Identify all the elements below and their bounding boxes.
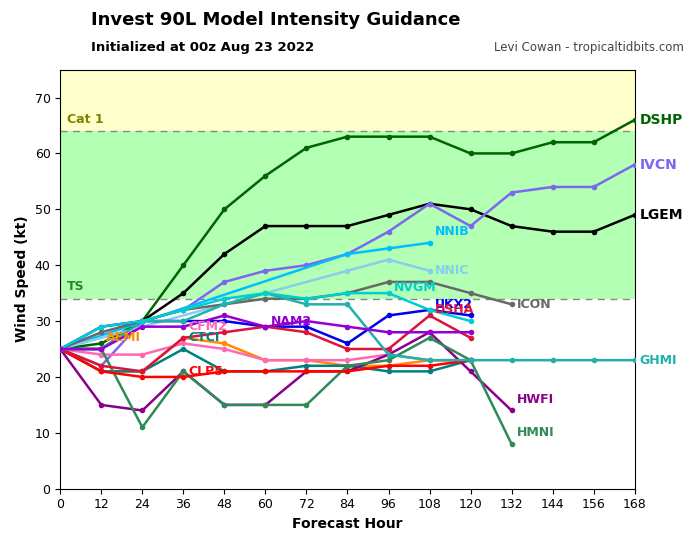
Text: GHMI: GHMI [640, 354, 677, 367]
Text: TS: TS [67, 280, 84, 293]
Text: Initialized at 00z Aug 23 2022: Initialized at 00z Aug 23 2022 [91, 41, 314, 54]
X-axis label: Forecast Hour: Forecast Hour [292, 517, 403, 531]
Y-axis label: Wind Speed (kt): Wind Speed (kt) [15, 216, 29, 342]
Text: Invest 90L Model Intensity Guidance: Invest 90L Model Intensity Guidance [91, 11, 460, 29]
Text: DSHP: DSHP [640, 113, 683, 127]
Text: NAM2: NAM2 [271, 314, 312, 328]
Text: IVCN: IVCN [640, 158, 678, 171]
Text: AEMI: AEMI [106, 331, 142, 345]
Text: LGEM: LGEM [640, 208, 683, 222]
Bar [60, 299, 634, 489]
Text: NNIC: NNIC [435, 264, 469, 277]
Text: NVGM: NVGM [394, 281, 436, 294]
Text: HWFI: HWFI [517, 393, 554, 406]
Text: CLP5: CLP5 [188, 365, 223, 378]
Text: ICON: ICON [517, 298, 551, 311]
Text: CTCI: CTCI [188, 331, 220, 345]
Text: HMNI: HMNI [517, 426, 554, 440]
Text: Levi Cowan - tropicaltidbits.com: Levi Cowan - tropicaltidbits.com [494, 41, 684, 54]
Text: UKX2: UKX2 [435, 298, 473, 311]
Text: Cat 1: Cat 1 [67, 112, 104, 126]
Text: DSHA: DSHA [435, 304, 474, 316]
Text: CFM2: CFM2 [188, 320, 228, 333]
Bar [60, 131, 634, 299]
Text: NNIB: NNIB [435, 225, 470, 238]
Bar [60, 69, 634, 131]
